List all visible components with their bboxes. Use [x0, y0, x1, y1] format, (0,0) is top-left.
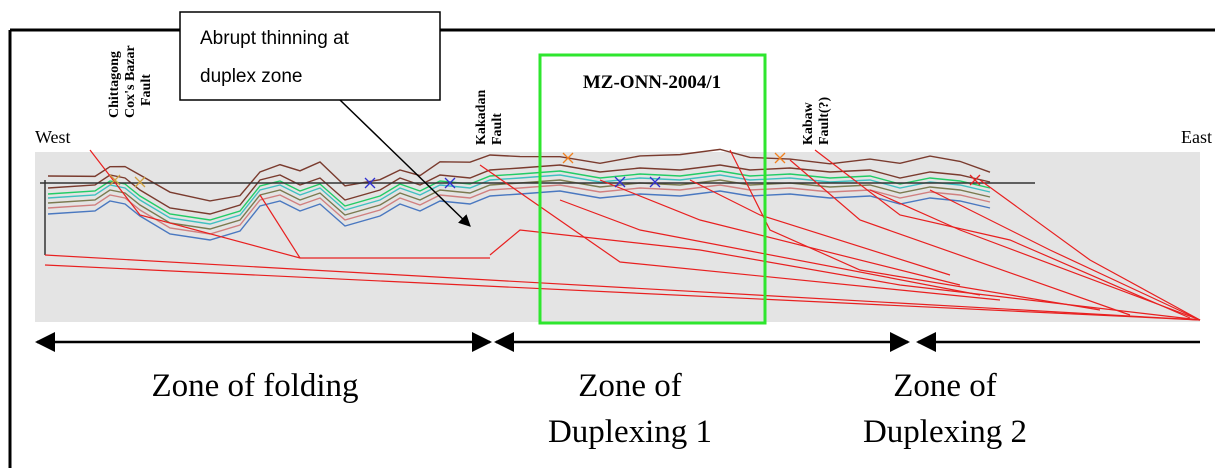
fault-label: Chittagong [107, 51, 122, 118]
fault-label: Cox's Bazar [123, 45, 138, 118]
fault-trace [979, 179, 1201, 321]
zone-label: Zone of [893, 368, 997, 404]
well-marker [364, 177, 376, 189]
fault-trace [559, 199, 981, 296]
well-marker [134, 176, 146, 188]
stratigraphic-layer [47, 174, 991, 225]
zone-label: Duplexing 2 [863, 414, 1027, 450]
stratigraphic-layer [47, 170, 991, 221]
fault-trace [689, 179, 951, 276]
fault-trace [789, 159, 1131, 316]
fault-label: Kabaw [801, 101, 816, 145]
callout-arrow [339, 99, 471, 227]
fault-labels: Chittagong Cox's Bazar Fault Kakadan Fault Ka… [107, 45, 832, 145]
zone-label: Zone of [578, 368, 682, 404]
fault-trace [259, 194, 301, 259]
west-label: West [35, 127, 71, 147]
east-label: East [1181, 127, 1212, 147]
well-marker [969, 174, 981, 186]
fault-label: Kakadan [474, 90, 489, 145]
fault-label: Fault(?) [817, 96, 832, 145]
well-label: MZ-ONN-2004/1 [583, 72, 721, 93]
zone-label: Duplexing 1 [548, 414, 712, 450]
well-box [538, 53, 767, 325]
stratigraphic-layer [47, 190, 991, 241]
fault-trace [479, 164, 1001, 301]
well-marker [444, 177, 456, 189]
fault-trace [929, 189, 1201, 321]
well-marker [562, 152, 574, 164]
fault-trace [44, 264, 1201, 321]
stratigraphic-layer [47, 164, 991, 215]
well-marker [109, 174, 121, 186]
fault-label: Fault [490, 113, 505, 145]
callout-text: Abrupt thinning at [200, 28, 350, 49]
stratigraphic-layer [47, 184, 991, 235]
fault-trace [599, 179, 961, 286]
well-marker [774, 152, 786, 164]
fault-trace [729, 149, 1101, 311]
callout-text: duplex zone [200, 66, 302, 87]
zone-label: Zone of folding [151, 368, 358, 404]
stratigraphic-layer [47, 179, 991, 230]
stratigraphic-layer [47, 148, 991, 202]
fault-trace [869, 189, 1201, 321]
fault-trace [489, 229, 1201, 321]
fault-label: Fault [139, 74, 154, 106]
fault-trace [44, 254, 1201, 321]
well-marker [649, 176, 661, 188]
section-layers [40, 148, 1201, 321]
fault-trace [89, 149, 490, 259]
callout-box [179, 11, 441, 101]
well-marker [614, 176, 626, 188]
